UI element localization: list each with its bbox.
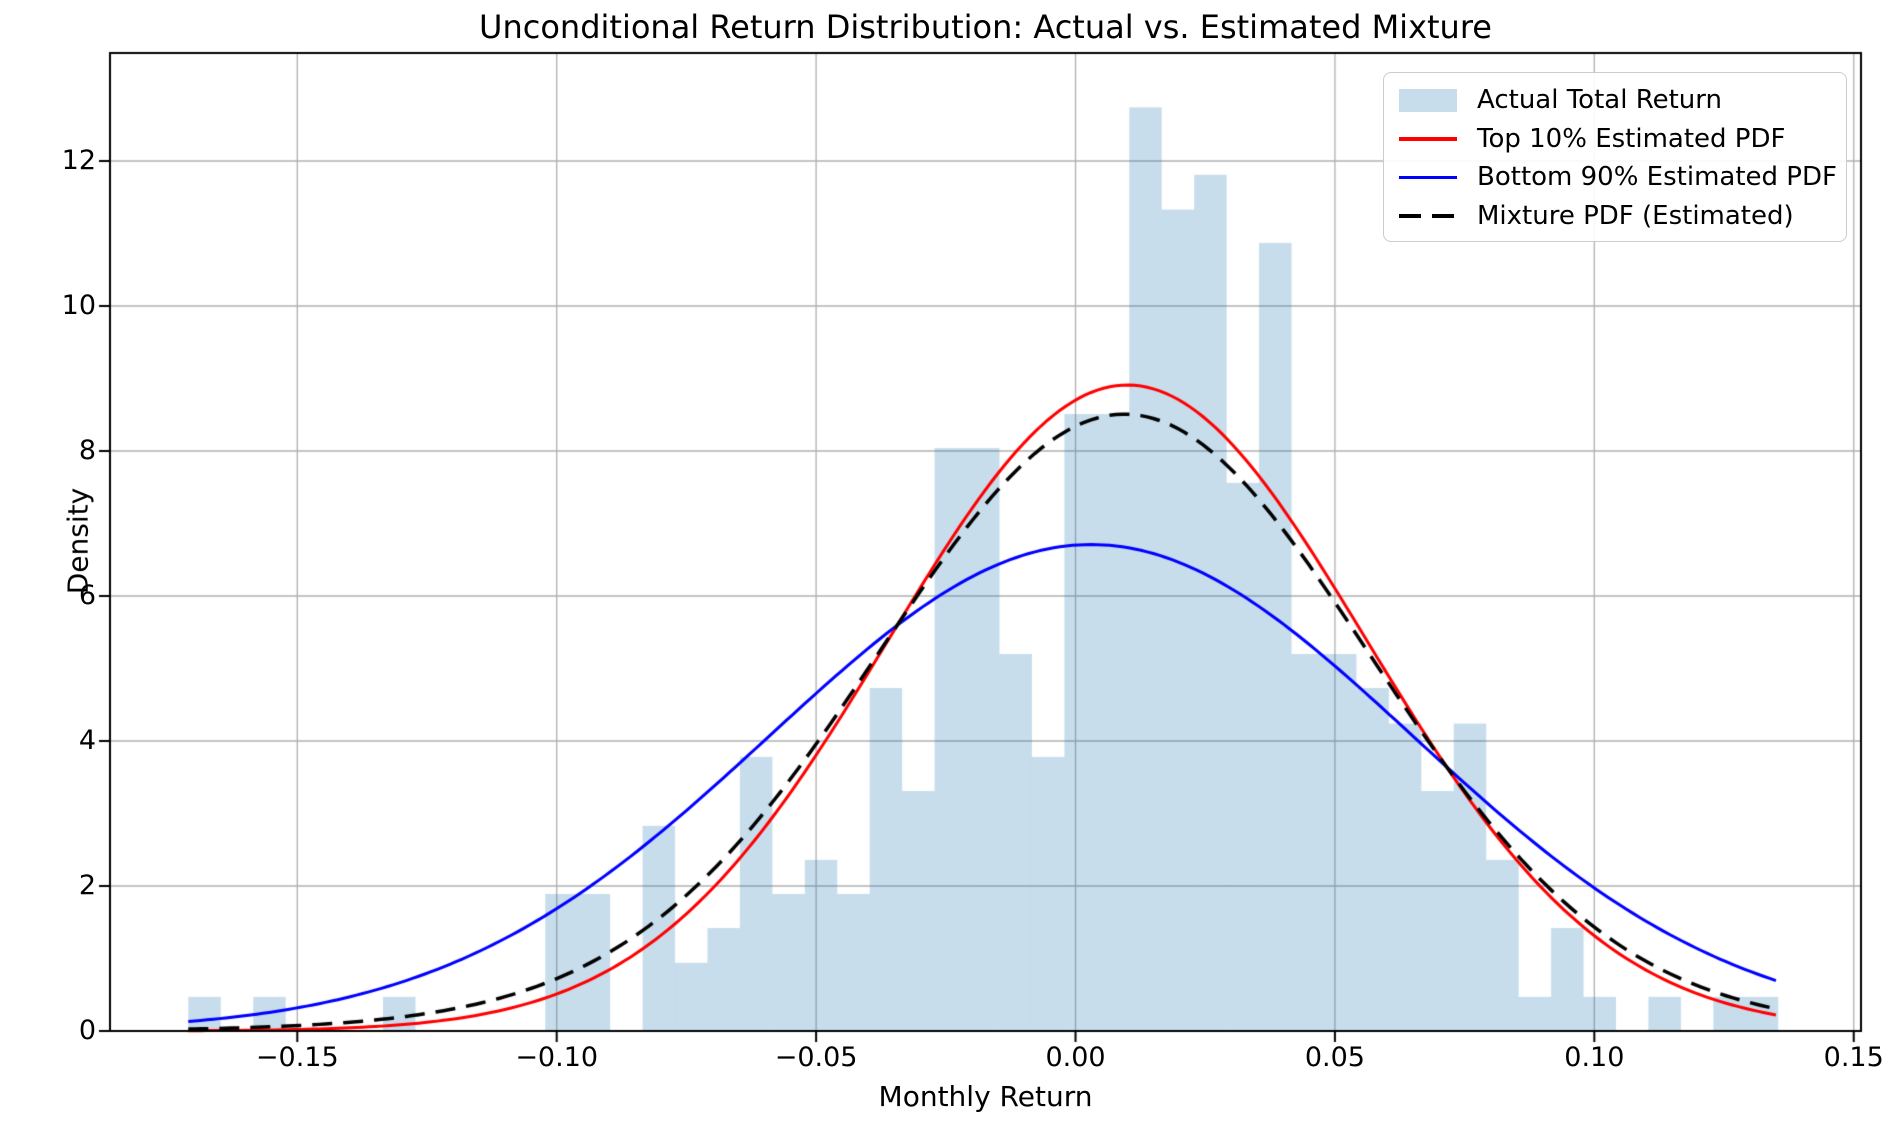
legend-item: Bottom 90% Estimated PDF <box>1399 158 1846 197</box>
legend-label: Actual Total Return <box>1477 85 1722 116</box>
x-tick-label: 0.15 <box>1823 1042 1884 1073</box>
y-axis-label: Density <box>61 487 95 595</box>
legend-swatch-dashed <box>1399 214 1457 218</box>
x-tick-label: −0.10 <box>515 1042 599 1073</box>
y-tick-label: 0 <box>78 1015 96 1046</box>
y-tick-label: 10 <box>61 290 96 322</box>
x-axis-label: Monthly Return <box>878 1080 1093 1113</box>
legend-label: Mixture PDF (Estimated) <box>1477 200 1794 231</box>
y-tick-label: 8 <box>78 435 96 466</box>
y-tick-label: 12 <box>61 145 96 177</box>
y-tick-label: 4 <box>78 725 96 756</box>
legend-item: Actual Total Return <box>1399 81 1846 120</box>
x-tick-label: −0.15 <box>255 1042 339 1073</box>
x-tick-label: 0.05 <box>1304 1042 1365 1073</box>
legend-label: Bottom 90% Estimated PDF <box>1477 162 1837 193</box>
legend-item: Mixture PDF (Estimated) <box>1399 197 1846 236</box>
legend-swatch-line <box>1399 137 1457 141</box>
x-tick-label: 0.00 <box>1045 1042 1106 1073</box>
legend-swatch-patch <box>1399 88 1457 112</box>
legend: Actual Total Return Top 10% Estimated PDF… <box>1383 72 1847 242</box>
y-tick-label: 6 <box>78 580 96 611</box>
x-tick-label: 0.10 <box>1564 1042 1625 1073</box>
y-tick-label: 2 <box>78 870 96 901</box>
x-tick-label: −0.05 <box>774 1042 858 1073</box>
chart-title: Unconditional Return Distribution: Actua… <box>479 8 1492 46</box>
legend-item: Top 10% Estimated PDF <box>1399 120 1846 159</box>
legend-label: Top 10% Estimated PDF <box>1477 123 1786 154</box>
legend-swatch-line <box>1399 175 1457 179</box>
